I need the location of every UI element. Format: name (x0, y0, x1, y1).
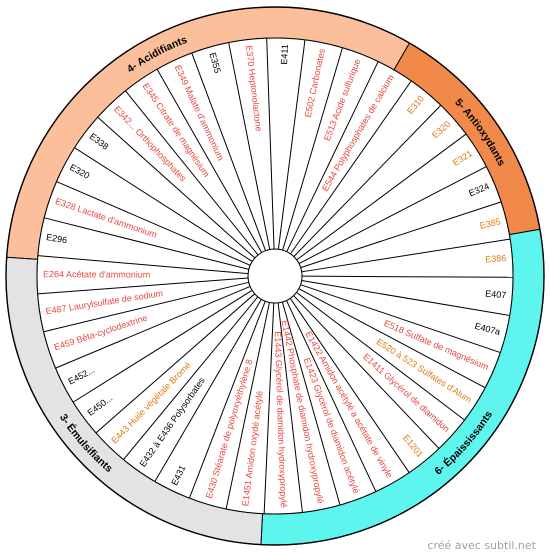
item-label-e407: E407 (485, 289, 507, 301)
spoke-line (72, 289, 253, 403)
spoke-line (37, 277, 249, 295)
spoke-line (281, 301, 341, 506)
center-hub (247, 248, 303, 304)
spoke-line (95, 293, 256, 434)
spoke-line (301, 279, 510, 316)
spoke-line (300, 284, 501, 354)
spoke-line (293, 295, 440, 449)
spoke-line (43, 281, 249, 333)
spoke-line (296, 291, 465, 421)
outer-ring (5, 6, 545, 546)
spoke-line (44, 217, 249, 270)
spoke-line (37, 255, 249, 275)
spoke-line (266, 38, 275, 250)
spoke-line (123, 296, 259, 460)
spoke-line (282, 47, 343, 251)
spoke-line (225, 302, 270, 510)
spoke-line (191, 52, 267, 251)
spoke-line (293, 104, 442, 257)
spoke-line (154, 299, 262, 482)
spoke-line (56, 181, 251, 266)
item-label-e264-acetate-d-ammonium: E264 Acétate d'ammonium (43, 269, 150, 280)
spoke-line (298, 288, 486, 389)
spoke-line (298, 166, 487, 265)
spoke-line (263, 302, 275, 514)
footer-credit: créé avec subtil.net (427, 539, 536, 552)
spoke-line (228, 42, 271, 250)
spoke-line (296, 133, 467, 261)
spoke-line (301, 238, 511, 273)
spoke-line (277, 302, 303, 513)
spoke-line (277, 39, 306, 250)
spoke-line (300, 201, 502, 269)
item-label-e386: E386 (485, 253, 507, 265)
spoke-line (97, 116, 256, 259)
item-label-e411: E411 (279, 44, 290, 65)
spoke-line (301, 275, 513, 278)
spoke-line (74, 147, 253, 262)
spoke-line (188, 301, 266, 499)
spoke-line (285, 300, 377, 492)
spoke-line (286, 61, 379, 252)
spoke-line (289, 298, 410, 473)
spoke-line (125, 90, 259, 256)
item-label-e296: E296 (45, 232, 67, 245)
spoke-line (55, 285, 251, 369)
spoke-line (290, 80, 412, 255)
spoke-line (156, 69, 263, 253)
item-label-e385: E385 (479, 216, 502, 231)
